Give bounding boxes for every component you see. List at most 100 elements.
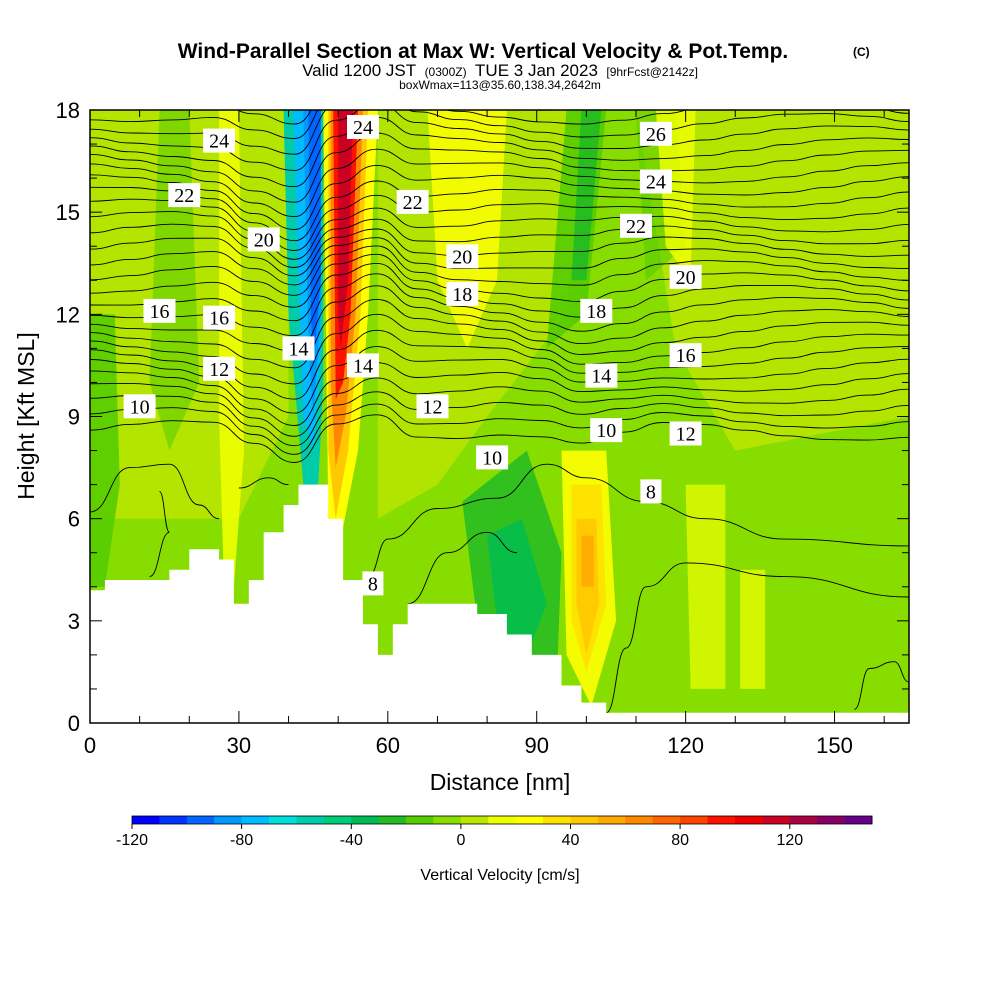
chart-subtitle: Valid 1200 JST (0300Z) TUE 3 Jan 2023 [9… bbox=[302, 61, 698, 80]
subtitle-date: TUE 3 Jan 2023 bbox=[475, 61, 598, 80]
colorbar-swatch bbox=[132, 816, 160, 824]
theta-label-box bbox=[143, 298, 176, 323]
theta-label-box bbox=[203, 128, 236, 153]
chart-title: Wind-Parallel Section at Max W: Vertical… bbox=[178, 40, 789, 63]
theta-contour bbox=[90, 245, 909, 296]
field-zone bbox=[636, 110, 909, 451]
theta-label-text: 16 bbox=[150, 301, 170, 323]
theta-label-text: 10 bbox=[482, 447, 502, 469]
theta-label-text: 10 bbox=[130, 396, 150, 418]
colorbar-tick-label: 40 bbox=[562, 832, 580, 849]
colorbar-tick-label: 120 bbox=[776, 832, 803, 849]
theta-contour bbox=[90, 228, 909, 277]
field-zone bbox=[338, 110, 354, 349]
colorbar-swatch bbox=[597, 816, 626, 824]
x-tick-label: 60 bbox=[376, 733, 400, 758]
theta-label-text: 8 bbox=[368, 573, 378, 595]
colorbar-tick-label: 80 bbox=[671, 832, 689, 849]
theta-contour bbox=[90, 262, 909, 322]
subtitle-utc: (0300Z) bbox=[425, 65, 467, 79]
theta-label-box bbox=[669, 264, 702, 289]
field-zone bbox=[571, 110, 602, 281]
theta-contour bbox=[90, 253, 909, 308]
theta-label-box bbox=[416, 394, 449, 419]
colorbar-tick-label: 0 bbox=[456, 832, 465, 849]
y-tick-label: 12 bbox=[56, 302, 80, 327]
colorbar-frame bbox=[131, 815, 873, 825]
y-tick-label: 18 bbox=[56, 98, 80, 123]
theta-label: 14 bbox=[585, 363, 618, 388]
colorbar-swatch bbox=[378, 816, 407, 824]
field-zone bbox=[219, 110, 244, 587]
theta-label-box bbox=[347, 115, 379, 139]
theta-label-text: 20 bbox=[676, 267, 696, 289]
colorbar-swatch bbox=[762, 816, 791, 824]
colorbar-swatch bbox=[488, 816, 517, 824]
theta-label-text: 22 bbox=[626, 216, 646, 238]
theta-label-box bbox=[446, 281, 479, 306]
colorbar-swatch bbox=[680, 816, 709, 824]
colorbar-swatch bbox=[625, 816, 654, 824]
theta-contour bbox=[90, 346, 909, 414]
theta-label: 26 bbox=[639, 121, 672, 146]
colorbar-swatch bbox=[214, 816, 243, 824]
theta-contour bbox=[90, 403, 909, 455]
theta-label: 10 bbox=[476, 445, 509, 470]
theta-contour bbox=[90, 132, 909, 203]
theta-label: 16 bbox=[143, 298, 176, 323]
theta-label-box bbox=[639, 169, 672, 194]
theta-label-box bbox=[168, 183, 201, 208]
theta-contour bbox=[90, 362, 909, 426]
theta-label: 22 bbox=[396, 189, 429, 214]
theta-label-text: 24 bbox=[209, 131, 229, 153]
theta-contour bbox=[90, 298, 909, 369]
theta-label: 24 bbox=[347, 115, 379, 139]
theta-label-box bbox=[203, 356, 236, 381]
chart-title-mark: (C) bbox=[853, 45, 870, 59]
colorbar-swatch bbox=[543, 816, 572, 824]
theta-label-text: 14 bbox=[289, 338, 309, 360]
y-tick-label: 9 bbox=[68, 405, 80, 430]
colorbar-swatch bbox=[323, 816, 352, 824]
theta-label-box bbox=[347, 353, 379, 378]
theta-label-box bbox=[123, 394, 156, 419]
theta-contour bbox=[90, 194, 909, 251]
x-axis-label: Distance [nm] bbox=[430, 769, 571, 795]
theta-label: 24 bbox=[203, 128, 236, 153]
theta-label-text: 18 bbox=[586, 301, 606, 323]
theta-label-text: 14 bbox=[353, 355, 373, 377]
theta-label-text: 26 bbox=[646, 124, 666, 146]
theta-contours bbox=[90, 110, 909, 714]
colorbar-swatch bbox=[159, 816, 188, 824]
theta-contour bbox=[90, 207, 909, 260]
colorbar-swatch bbox=[652, 816, 681, 824]
theta-contour bbox=[90, 377, 909, 437]
colorbar-swatch bbox=[296, 816, 325, 824]
colorbar-swatch bbox=[789, 816, 818, 824]
chart-subtitle-box: boxWmax=113@35.60,138.34,2642m bbox=[399, 78, 601, 92]
theta-label-box bbox=[640, 479, 662, 504]
theta-contour bbox=[90, 463, 220, 520]
theta-label-box bbox=[620, 213, 652, 238]
theta-contour bbox=[90, 180, 909, 242]
theta-label-text: 16 bbox=[676, 345, 696, 367]
field-zone bbox=[685, 484, 726, 689]
theta-label: 22 bbox=[168, 183, 201, 208]
theta-contour bbox=[407, 531, 517, 605]
theta-label-box bbox=[446, 244, 479, 269]
theta-contour bbox=[367, 463, 909, 578]
colorbar-tick-label: -80 bbox=[230, 832, 253, 849]
theta-label-text: 24 bbox=[646, 172, 666, 194]
field-zone bbox=[740, 569, 766, 689]
theta-label-box bbox=[362, 571, 384, 596]
theta-label-box bbox=[669, 343, 702, 368]
colorbar-tick-label: -40 bbox=[340, 832, 363, 849]
theta-contour bbox=[238, 477, 289, 489]
theta-label: 18 bbox=[580, 298, 613, 323]
theta-label: 20 bbox=[669, 264, 702, 289]
theta-label-text: 8 bbox=[646, 481, 656, 503]
theta-label: 8 bbox=[640, 479, 662, 504]
theta-label: 10 bbox=[590, 418, 623, 443]
theta-label: 14 bbox=[282, 336, 315, 361]
y-tick-label: 0 bbox=[68, 711, 80, 736]
